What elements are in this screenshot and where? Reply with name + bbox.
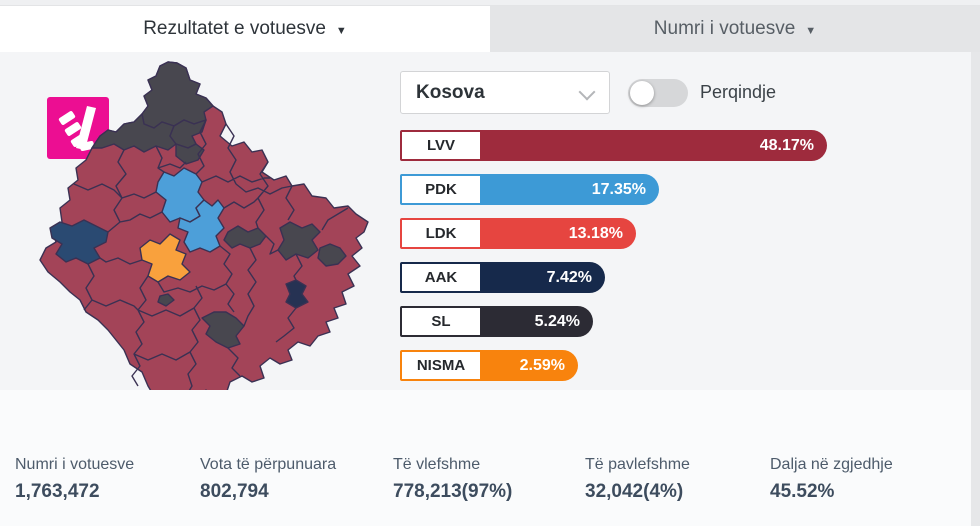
map-region-blue-central-1[interactable] <box>155 167 205 223</box>
tab-label: Numri i votuesve <box>653 18 796 39</box>
tabbar: Rezultatet e votuesve ▼ Numri i votuesve… <box>0 6 980 52</box>
map-region-gray-east-1[interactable] <box>223 225 267 249</box>
party-row: 13.18% LDK <box>400 218 970 249</box>
stat-column: Numri i votuesve 1,763,472 <box>15 456 134 503</box>
party-row: 17.35% PDK <box>400 174 970 205</box>
map-region-gray-north-2[interactable] <box>91 113 177 153</box>
map-region-gray-north-4[interactable] <box>175 143 205 165</box>
map-region-navy-west[interactable] <box>49 219 109 265</box>
party-results: 48.17% LVV 17.35% PDK 13.18% LDK 7.42% AAK 5.24%… <box>400 130 970 390</box>
party-row: 48.17% LVV <box>400 130 970 161</box>
map-region-gray-north-1[interactable] <box>141 61 214 129</box>
party-percent: 5.24% <box>534 312 580 330</box>
map-region-gray-east-3[interactable] <box>317 243 347 267</box>
stat-column: Të pavlefshme 32,042(4%) <box>585 456 690 503</box>
toggle-knob[interactable] <box>630 81 654 105</box>
party-row: 2.59% NISMA <box>400 350 970 381</box>
party-percent: 48.17% <box>759 136 814 154</box>
tab-numri-i-votuesve[interactable]: Numri i votuesve ▼ <box>490 6 980 52</box>
stat-column: Të vlefshme 778,213(97%) <box>393 456 512 503</box>
stat-value: 802,794 <box>200 481 269 502</box>
map-region-gray-north-3[interactable] <box>169 119 207 149</box>
party-label: SL <box>400 306 482 337</box>
stat-label: Vota të përpunuara <box>200 456 337 473</box>
map-region-gray-small-central[interactable] <box>157 293 175 307</box>
stat-column: Dalja në zgjedhje 45.52% <box>770 456 893 503</box>
chevron-down-icon: ▼ <box>805 24 817 37</box>
region-select[interactable]: Kosova <box>400 71 610 114</box>
party-label: NISMA <box>400 350 482 381</box>
party-label: LDK <box>400 218 482 249</box>
stat-value: 45.52% <box>770 481 835 502</box>
stat-column: Vota të përpunuara 802,794 <box>200 456 336 503</box>
stat-label: Dalja në zgjedhje <box>770 456 893 473</box>
party-percent: 7.42% <box>546 268 592 286</box>
stat-label: Të vlefshme <box>393 456 481 473</box>
map-region-dark-southeast[interactable] <box>285 279 309 309</box>
percentage-toggle-label: Perqindje <box>700 82 777 102</box>
party-percent: 2.59% <box>519 356 565 374</box>
kosovo-map[interactable] <box>30 50 390 447</box>
summary-stats: Numri i votuesve 1,763,472 Vota të përpunu… <box>0 390 980 526</box>
stat-value: 778,213(97%) <box>393 481 513 502</box>
region-select-value: Kosova <box>416 81 485 103</box>
stat-label: Të pavlefshme <box>585 456 690 473</box>
map-region-orange-central[interactable] <box>139 233 191 283</box>
percentage-toggle[interactable] <box>628 79 688 107</box>
party-row: 5.24% SL <box>400 306 970 337</box>
scrollbar[interactable] <box>971 52 980 526</box>
tab-label: Rezultatet e votuesve <box>143 18 326 39</box>
stat-value: 1,763,472 <box>15 481 100 502</box>
map-municipality-borders <box>73 119 349 397</box>
map-region-blue-central-2[interactable] <box>177 199 225 253</box>
party-percent: 17.35% <box>591 180 646 198</box>
stat-value: 32,042(4%) <box>585 481 684 502</box>
tab-rezultatet-e-votuesve[interactable]: Rezultatet e votuesve ▼ <box>0 6 490 52</box>
party-label: PDK <box>400 174 482 205</box>
party-label: AAK <box>400 262 482 293</box>
logo-glyph <box>58 106 96 151</box>
party-row: 7.42% AAK <box>400 262 970 293</box>
map-region-gray-south[interactable] <box>201 311 245 349</box>
brand-logo <box>47 97 109 159</box>
chevron-down-icon: ▼ <box>335 24 347 37</box>
party-percent: 13.18% <box>568 224 623 242</box>
top-strip <box>0 0 980 6</box>
party-label: LVV <box>400 130 482 161</box>
stat-label: Numri i votuesve <box>15 456 135 473</box>
chevron-down-icon <box>578 83 596 101</box>
